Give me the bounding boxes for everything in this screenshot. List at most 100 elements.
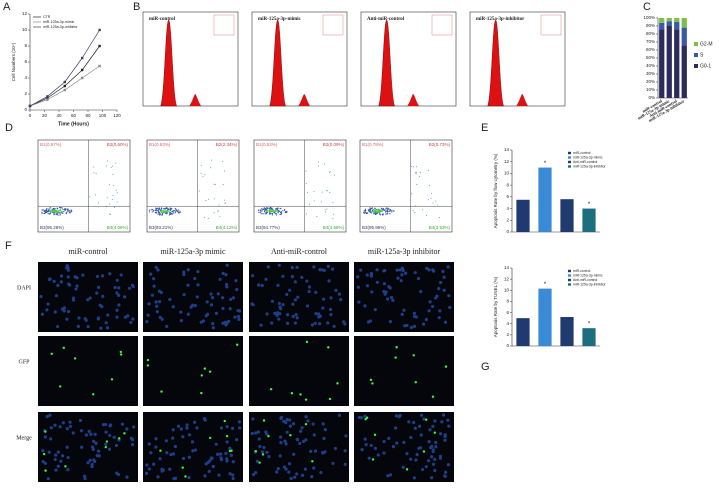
gfp-cell [44,469,47,472]
nucleus [105,326,110,330]
nucleus [398,268,402,272]
point [46,98,49,101]
nucleus [218,277,222,281]
scatter-dot [274,213,276,215]
scatter-dot [156,207,158,210]
nucleus [115,315,119,319]
histogram-peak [487,19,504,107]
scatter-dot [148,211,151,213]
scatter-dot [415,173,417,175]
scatter-dot [47,211,49,213]
nucleus [270,321,274,325]
nucleus [115,291,119,295]
scatter-dot [161,214,164,216]
nucleus [333,446,338,451]
bar-segment [666,18,672,22]
scatter-dot [166,212,168,214]
nucleus [154,265,158,269]
scatter-dot [378,213,381,215]
nucleus [237,317,241,321]
gfp-cell [267,434,270,438]
nucleus [62,306,66,310]
y-tick-label: 30% [646,71,655,76]
nucleus [327,279,331,283]
nucleus [400,312,404,316]
gfp-cell [269,387,273,391]
nucleus [214,442,218,446]
nucleus [211,464,215,469]
scatter-dot [368,209,370,211]
nucleus [132,425,136,429]
y-tick-label: 6 [24,59,27,64]
nucleus [401,268,405,273]
quadrant-label: B4(4.06%) [107,225,129,230]
scatter-dot [70,211,72,213]
scatter-dot [158,211,161,214]
nucleus [439,280,443,285]
nucleus [318,268,322,272]
nucleus [126,314,130,318]
point [63,88,66,92]
nucleus [360,447,364,452]
nucleus [251,472,256,477]
scatter-dot [41,212,43,214]
quadrant-label: B3(95.28%) [40,225,64,230]
nucleus [424,465,428,469]
nucleus [299,429,303,433]
nucleus [95,274,99,279]
scatter-dot [379,210,382,212]
nucleus [441,269,445,273]
y-tick-label: 0 [506,229,509,234]
gfp-cell [305,340,309,344]
nucleus [83,317,87,321]
gfp-cell [146,358,150,362]
nucleus [224,451,228,456]
legend-label: CTR [43,15,51,19]
nucleus [195,426,199,430]
nucleus [66,467,70,472]
column-header: miR-control [68,247,108,256]
scatter-dot [178,212,180,214]
scatter-dot [108,213,110,215]
scatter-dot [49,209,51,211]
nucleus [104,321,108,325]
quadrant-label: B3(95.96%) [362,225,386,230]
nucleus [438,454,442,458]
nucleus [201,319,206,323]
significance-mark: * [588,202,591,208]
gfp-cell [50,352,53,355]
scatter-dot [44,210,47,212]
nucleus [431,424,435,428]
scatter-dot [265,207,268,209]
nucleus [234,279,238,283]
histogram-peak [189,94,202,106]
nucleus [217,473,221,477]
scatter-dot [177,210,179,213]
scatter-dot [174,212,176,214]
nucleus [318,314,322,318]
nucleus [225,457,229,461]
nucleus [386,297,390,301]
y-axis-label: Cell Numbers (10⁴) [11,42,16,81]
nucleus [260,283,264,288]
scatter-dot [325,211,327,213]
nucleus [80,445,84,449]
scatter-dot [175,209,177,211]
nucleus [273,311,277,315]
scatter-dot [160,208,163,210]
nucleus [277,301,281,306]
scatter-dot [372,209,374,211]
gfp-cell [110,378,114,381]
nucleus [270,299,274,303]
series-line [29,45,100,107]
nucleus [314,290,318,294]
scatter-dot [384,211,387,213]
scatter-dot [284,208,286,211]
nucleus [365,284,370,288]
scatter-dot [411,166,413,168]
scatter-dot [264,211,266,213]
nucleus [190,440,195,444]
gfp-cell [223,419,226,423]
micrograph [38,412,138,482]
nucleus [158,457,162,461]
